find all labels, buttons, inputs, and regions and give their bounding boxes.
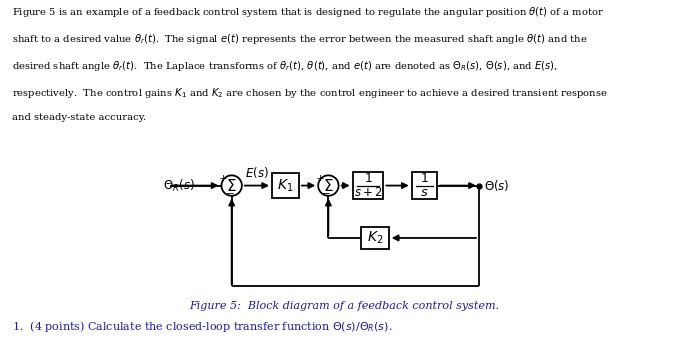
- Bar: [272, 174, 299, 198]
- Text: $1$: $1$: [420, 172, 429, 185]
- Text: +: +: [316, 174, 325, 182]
- Text: 1.  (4 points) Calculate the closed-loop transfer function $\Theta(s)/\Theta_R(s: 1. (4 points) Calculate the closed-loop …: [12, 319, 393, 333]
- Text: shaft to a desired value $\theta_r(t)$.  The signal $e(t)$ represents the error : shaft to a desired value $\theta_r(t)$. …: [12, 32, 588, 46]
- Text: $s+2$: $s+2$: [353, 186, 382, 199]
- Text: $E(s)$: $E(s)$: [245, 165, 269, 180]
- Text: $\Sigma$: $\Sigma$: [323, 178, 333, 193]
- Text: respectively.  The control gains $K_1$ and $K_2$ are chosen by the control engin: respectively. The control gains $K_1$ an…: [12, 86, 608, 100]
- Text: $K_2$: $K_2$: [367, 230, 383, 246]
- Text: Figure 5 is an example of a feedback control system that is designed to regulate: Figure 5 is an example of a feedback con…: [12, 5, 605, 20]
- Bar: [360, 227, 389, 249]
- Text: +: +: [219, 174, 228, 182]
- Bar: [353, 172, 384, 199]
- Text: $1$: $1$: [364, 172, 372, 185]
- Text: and steady-state accuracy.: and steady-state accuracy.: [12, 113, 147, 121]
- Text: Figure 5:  Block diagram of a feedback control system.: Figure 5: Block diagram of a feedback co…: [189, 301, 500, 311]
- Text: $-$: $-$: [321, 188, 331, 197]
- Text: $-$: $-$: [225, 188, 234, 197]
- Text: $\Sigma$: $\Sigma$: [227, 178, 237, 193]
- Bar: [411, 172, 438, 199]
- Text: $s$: $s$: [420, 186, 429, 199]
- Text: $K_1$: $K_1$: [277, 177, 294, 194]
- Text: desired shaft angle $\theta_r(t)$.  The Laplace transforms of $\theta_r(t)$, $\t: desired shaft angle $\theta_r(t)$. The L…: [12, 59, 558, 73]
- Text: $\Theta_R(s)$: $\Theta_R(s)$: [163, 178, 195, 193]
- Text: $\Theta(s)$: $\Theta(s)$: [484, 178, 510, 193]
